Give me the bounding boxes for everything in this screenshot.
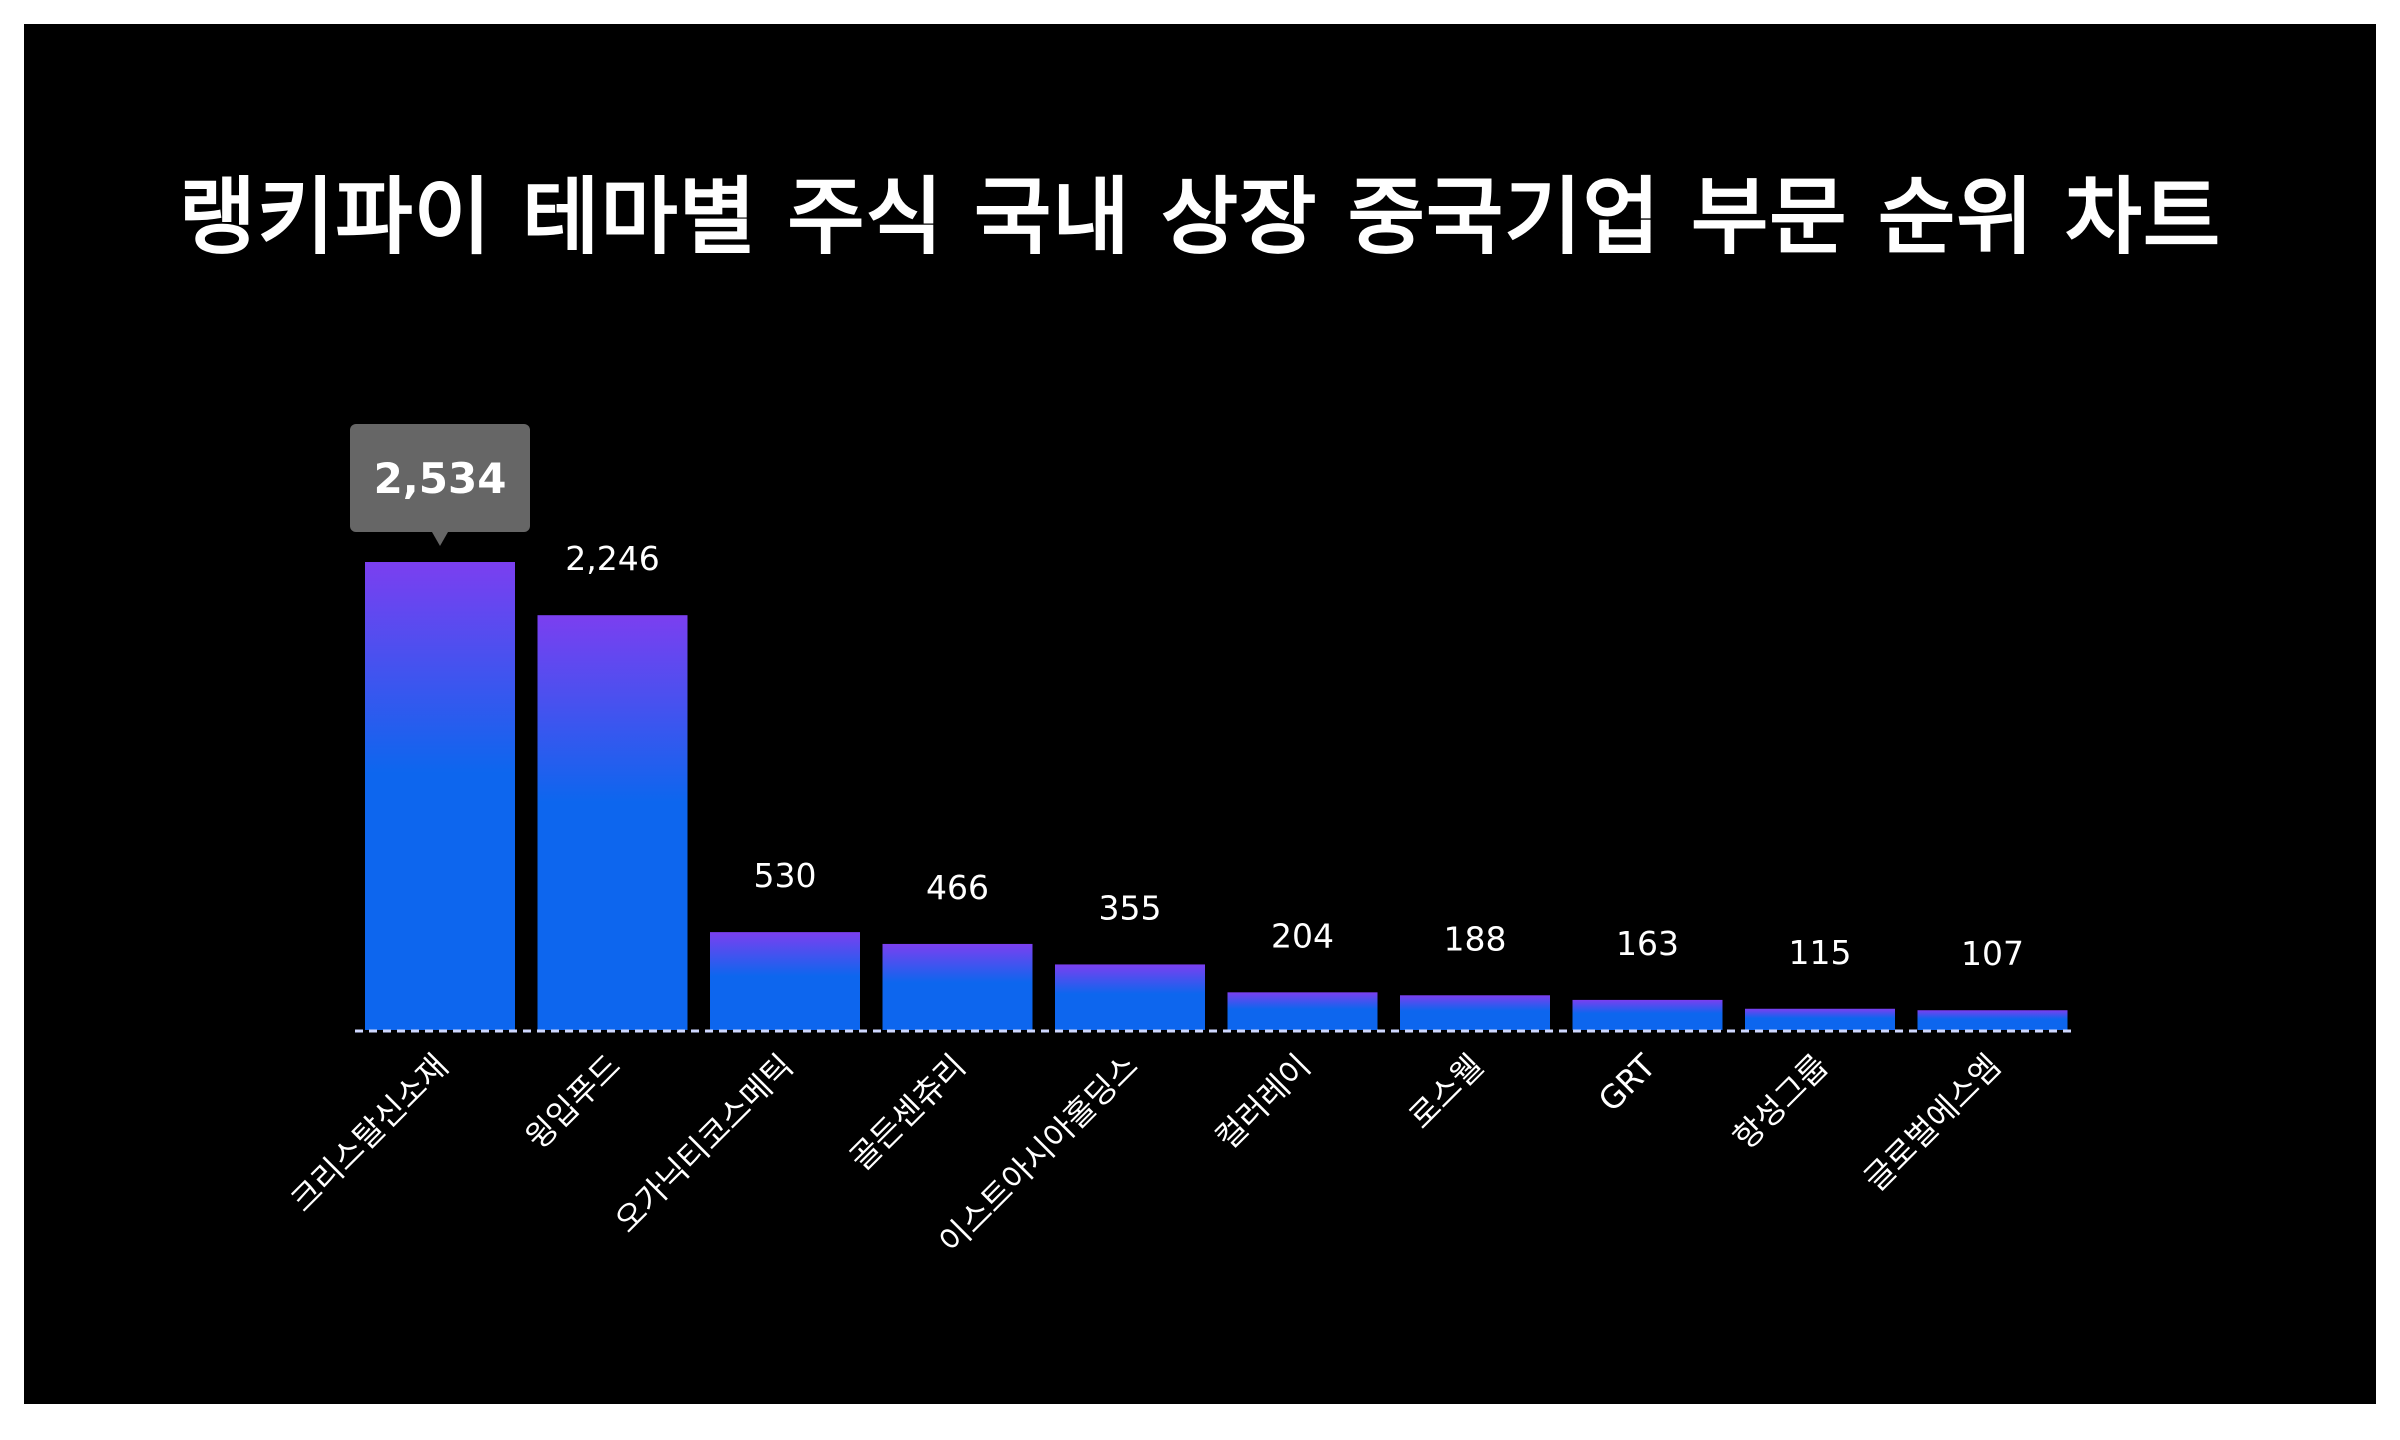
value-label-6: 204 — [1271, 916, 1334, 955]
bar-6[interactable] — [1227, 992, 1378, 1030]
category-label-1: 크리스탈신소재 — [283, 1047, 456, 1220]
tooltip-box — [350, 424, 530, 532]
value-label-10: 107 — [1961, 934, 2024, 973]
category-label-6: 컬러레이 — [1208, 1047, 1318, 1157]
category-label-3: 오가닉티코스메틱 — [607, 1047, 800, 1240]
category-label-9: 항성그룹 — [1726, 1047, 1836, 1157]
value-label-4: 466 — [926, 868, 989, 907]
chart-title: 랭키파이 테마별 주식 국내 상장 중국기업 부문 순위 차트 — [178, 168, 2222, 266]
bar-10[interactable] — [1917, 1010, 2068, 1030]
bar-5[interactable] — [1055, 964, 1205, 1030]
bar-4[interactable] — [882, 943, 1033, 1030]
category-label-2: 윙입푸드 — [518, 1047, 628, 1157]
category-label-8: GRT — [1591, 1046, 1664, 1119]
category-label-4: 골든센츄리 — [842, 1047, 973, 1178]
tooltip-value-label: 2,534 — [374, 454, 507, 503]
value-label-7: 188 — [1444, 919, 1507, 958]
value-label-9: 115 — [1789, 933, 1852, 972]
bar-2[interactable] — [537, 615, 688, 1030]
bar-9[interactable] — [1745, 1008, 1895, 1030]
value-label-3: 530 — [754, 856, 817, 895]
bar-3[interactable] — [710, 932, 860, 1030]
category-label-10: 글로벌에스엠 — [1856, 1047, 2008, 1199]
bar-8[interactable] — [1572, 999, 1723, 1030]
bar-1[interactable] — [365, 562, 515, 1030]
value-label-5: 355 — [1099, 888, 1162, 927]
category-label-7: 로스웰 — [1401, 1047, 1490, 1136]
tooltip-arrow — [432, 532, 448, 546]
value-label-8: 163 — [1616, 924, 1679, 963]
value-label-2: 2,246 — [565, 539, 659, 578]
bar-7[interactable] — [1400, 995, 1550, 1030]
